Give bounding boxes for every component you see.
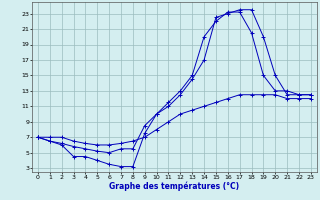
X-axis label: Graphe des températures (°C): Graphe des températures (°C) (109, 181, 239, 191)
